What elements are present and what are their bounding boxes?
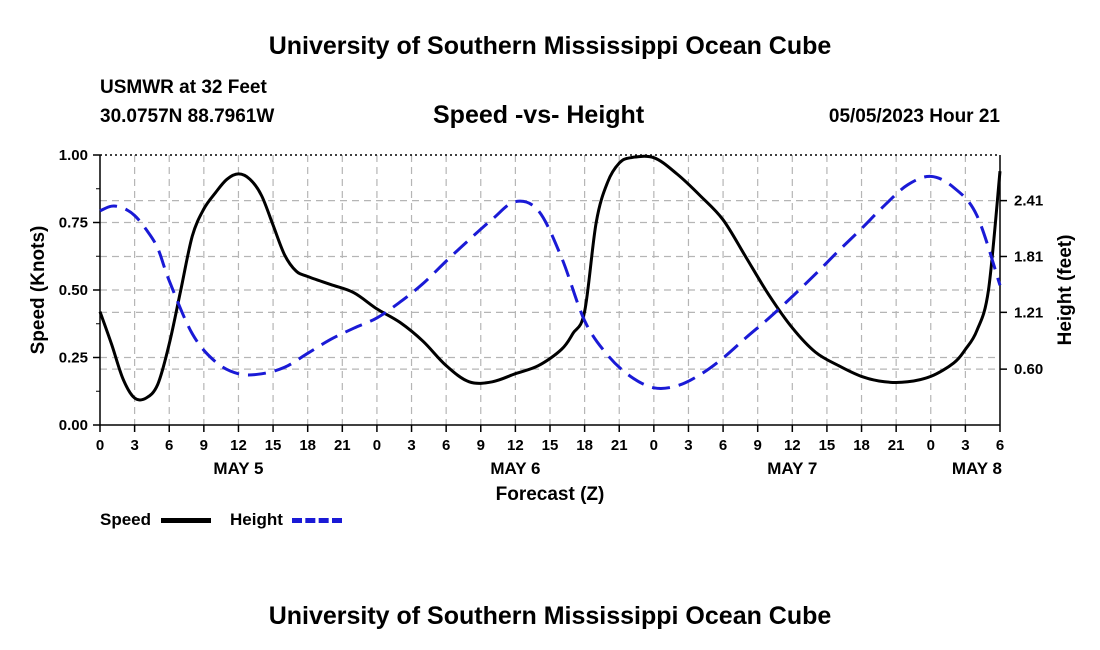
x-tick-label: 15 bbox=[542, 437, 559, 454]
x-tick-label: 0 bbox=[373, 437, 381, 454]
y-axis-title: Speed (Knots) bbox=[28, 226, 49, 355]
x-tick-label: 12 bbox=[784, 437, 801, 454]
chart-axes bbox=[93, 154, 1007, 432]
x-tick-label: 3 bbox=[961, 437, 969, 454]
legend-speed-swatch bbox=[161, 518, 211, 523]
x-tick-label: 0 bbox=[96, 437, 104, 454]
y2-tick-label: 1.81 bbox=[1014, 248, 1043, 265]
station-label: USMWR at 32 Feet bbox=[100, 77, 267, 98]
x-tick-label: 18 bbox=[299, 437, 316, 454]
x-tick-label: 0 bbox=[650, 437, 658, 454]
x-tick-label: 3 bbox=[130, 437, 138, 454]
x-tick-label: 12 bbox=[230, 437, 247, 454]
y-tick-label: 1.00 bbox=[59, 147, 88, 164]
x-tick-label: 21 bbox=[611, 437, 628, 454]
y-tick-label: 0.25 bbox=[59, 350, 88, 367]
chart-labels: 0 3 6 9 12 15 18 21 0 3 6 9 12 15 18 21 0 3 6 9 12 15 18 21 0 3 6 0… bbox=[28, 147, 1076, 505]
x-tick-label: 0 bbox=[927, 437, 935, 454]
legend-height-label: Height bbox=[230, 510, 283, 529]
series-line-height bbox=[99, 174, 1002, 390]
chart-series bbox=[98, 154, 1002, 402]
legend-speed-label: Speed bbox=[100, 510, 152, 529]
x-tick-label: 18 bbox=[853, 437, 870, 454]
x-tick-label: 3 bbox=[407, 437, 415, 454]
day-label: MAY 7 bbox=[767, 459, 817, 478]
x-tick-label: 9 bbox=[477, 437, 485, 454]
x-tick-label: 6 bbox=[165, 437, 173, 454]
x-tick-label: 21 bbox=[888, 437, 905, 454]
day-label: MAY 5 bbox=[213, 459, 263, 478]
y-tick-label: 0.00 bbox=[59, 417, 88, 434]
y-tick-label: 0.50 bbox=[59, 282, 88, 299]
y2-tick-label: 2.41 bbox=[1014, 193, 1043, 210]
series-line-speed bbox=[98, 154, 1002, 402]
x-tick-label: 15 bbox=[819, 437, 836, 454]
y2-axis-title: Height (feet) bbox=[1055, 235, 1076, 346]
x-tick-label: 6 bbox=[442, 437, 450, 454]
day-label: MAY 6 bbox=[490, 459, 540, 478]
main-title: University of Southern Mississippi Ocean… bbox=[268, 32, 832, 60]
station-coordinates: 30.0757N 88.7961W bbox=[100, 106, 275, 127]
x-tick-label: 6 bbox=[996, 437, 1004, 454]
y2-tick-label: 0.60 bbox=[1014, 361, 1043, 378]
x-tick-label: 18 bbox=[576, 437, 593, 454]
x-tick-label: 21 bbox=[334, 437, 351, 454]
legend-height-swatch bbox=[292, 518, 342, 523]
x-tick-label: 12 bbox=[507, 437, 524, 454]
x-axis-title: Forecast (Z) bbox=[496, 484, 605, 505]
x-tick-label: 9 bbox=[754, 437, 762, 454]
y2-tick-label: 1.21 bbox=[1014, 304, 1043, 321]
x-tick-label: 3 bbox=[684, 437, 692, 454]
footer-title: University of Southern Mississippi Ocean… bbox=[268, 602, 832, 630]
y-tick-label: 0.75 bbox=[59, 215, 88, 232]
chart-title: Speed -vs- Height bbox=[433, 101, 645, 129]
x-tick-label: 15 bbox=[265, 437, 282, 454]
x-tick-label: 9 bbox=[200, 437, 208, 454]
chart-grid bbox=[100, 154, 1000, 425]
day-label: MAY 8 bbox=[952, 459, 1002, 478]
x-tick-label: 6 bbox=[719, 437, 727, 454]
forecast-datetime: 05/05/2023 Hour 21 bbox=[828, 106, 1000, 127]
